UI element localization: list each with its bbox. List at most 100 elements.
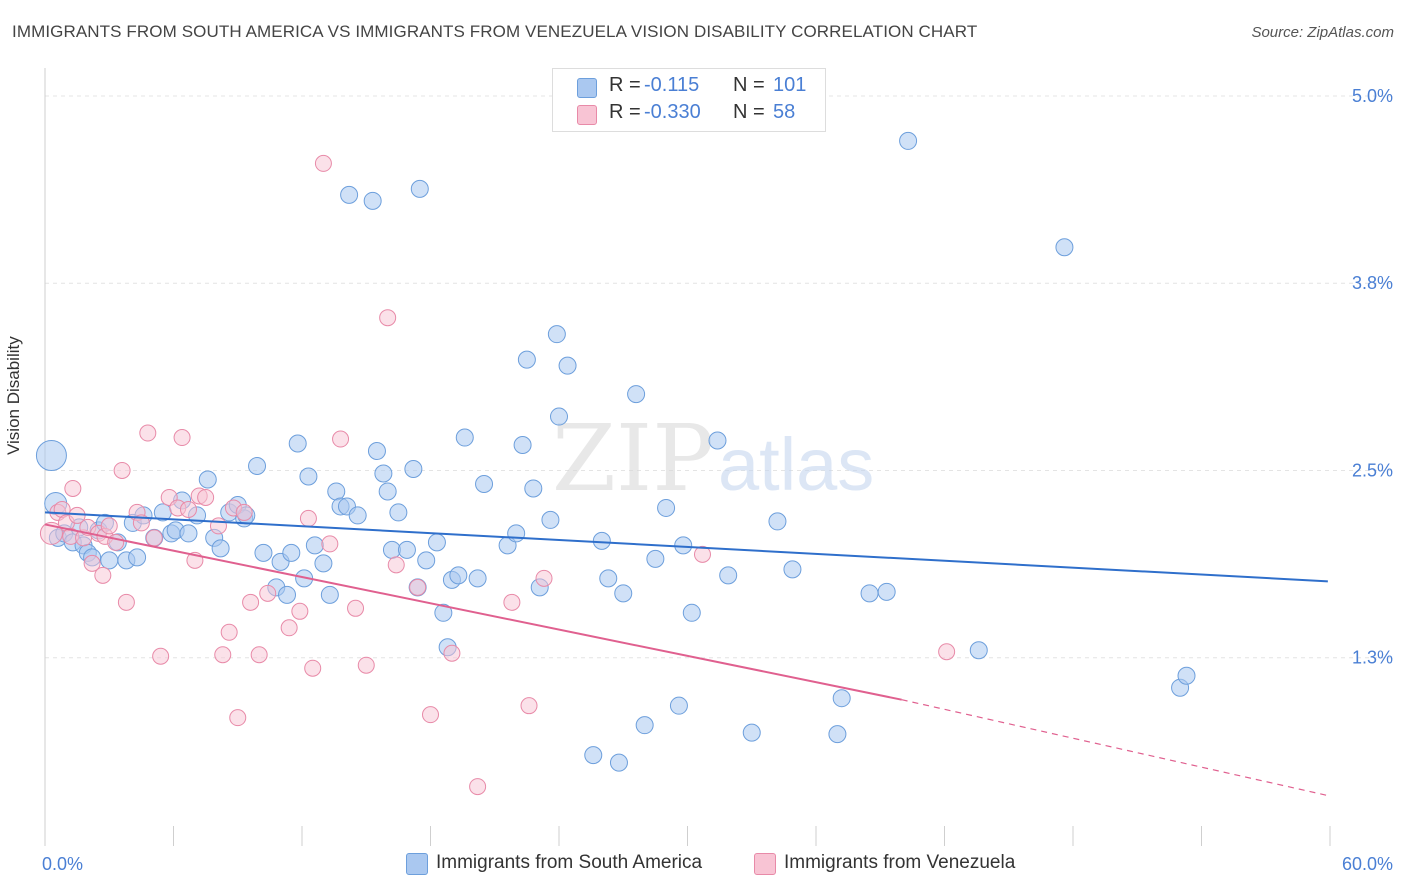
point-south-america bbox=[248, 456, 267, 475]
point-venezuela bbox=[113, 461, 131, 479]
point-venezuela bbox=[173, 429, 191, 447]
point-south-america bbox=[708, 431, 727, 450]
point-south-america bbox=[410, 179, 429, 198]
point-south-america bbox=[627, 385, 646, 404]
point-south-america bbox=[378, 482, 397, 501]
point-south-america bbox=[828, 725, 847, 744]
point-venezuela bbox=[379, 309, 397, 327]
point-south-america bbox=[434, 603, 453, 622]
point-venezuela bbox=[145, 529, 163, 547]
point-venezuela bbox=[83, 554, 101, 572]
point-venezuela bbox=[259, 584, 277, 602]
point-south-america bbox=[877, 582, 896, 601]
point-south-america bbox=[282, 543, 301, 562]
point-venezuela bbox=[280, 619, 298, 637]
x-tick-label-min: 0.0% bbox=[42, 854, 83, 874]
point-venezuela bbox=[503, 593, 521, 611]
point-venezuela bbox=[152, 647, 170, 665]
point-south-america bbox=[305, 536, 324, 555]
point-south-america bbox=[278, 585, 297, 604]
y-tick-label: 2.5% bbox=[1352, 460, 1393, 480]
point-south-america bbox=[674, 536, 693, 555]
watermark: ZIP atlas bbox=[552, 405, 874, 512]
point-venezuela bbox=[304, 659, 322, 677]
point-venezuela bbox=[250, 646, 268, 664]
point-south-america bbox=[417, 551, 436, 570]
point-venezuela bbox=[409, 578, 427, 596]
trend-line-venezuela-extrapolated bbox=[901, 699, 1328, 797]
point-venezuela bbox=[209, 517, 227, 535]
point-venezuela bbox=[94, 566, 112, 584]
legend-r-value: -0.115 bbox=[644, 74, 700, 96]
point-south-america bbox=[860, 584, 879, 603]
bottom-legend-label: Immigrants from Venezuela bbox=[784, 852, 1016, 873]
point-venezuela bbox=[39, 521, 63, 545]
point-venezuela bbox=[387, 556, 405, 574]
point-south-america bbox=[558, 356, 577, 375]
point-south-america bbox=[609, 753, 628, 772]
legend-n-label: N = bbox=[733, 101, 765, 123]
point-south-america bbox=[513, 436, 532, 455]
watermark-zip: ZIP bbox=[552, 405, 714, 512]
point-south-america bbox=[969, 641, 988, 660]
point-venezuela bbox=[357, 656, 375, 674]
point-venezuela bbox=[235, 503, 253, 521]
point-venezuela bbox=[132, 514, 150, 532]
point-south-america bbox=[314, 554, 333, 573]
point-venezuela bbox=[469, 778, 487, 796]
point-venezuela bbox=[535, 569, 553, 587]
watermark-atlas: atlas bbox=[718, 423, 874, 506]
legend-n-value: 101 bbox=[773, 74, 807, 96]
y-tick-label: 3.8% bbox=[1352, 273, 1393, 293]
point-south-america bbox=[635, 716, 654, 735]
point-south-america bbox=[299, 467, 318, 486]
point-south-america bbox=[348, 506, 367, 525]
correlation-legend: R = -0.115 N = 101 R = -0.330 N = 58 bbox=[552, 68, 826, 132]
point-venezuela bbox=[520, 697, 538, 715]
point-venezuela bbox=[242, 593, 260, 611]
point-south-america bbox=[768, 512, 787, 531]
chart-title: IMMIGRANTS FROM SOUTH AMERICA VS IMMIGRA… bbox=[12, 22, 978, 41]
point-venezuela bbox=[443, 644, 461, 662]
point-venezuela bbox=[321, 535, 339, 553]
trend-lines bbox=[44, 511, 1328, 797]
point-south-america bbox=[198, 470, 217, 489]
point-south-america bbox=[524, 479, 543, 498]
point-south-america bbox=[320, 585, 339, 604]
point-venezuela bbox=[299, 509, 317, 527]
bottom-legend-swatch-pink bbox=[754, 853, 776, 875]
point-venezuela bbox=[117, 593, 135, 611]
trend-line-south-america bbox=[44, 511, 1328, 583]
point-venezuela bbox=[64, 479, 82, 497]
legend-swatch-pink bbox=[577, 105, 597, 125]
point-south-america bbox=[389, 503, 408, 522]
point-south-america bbox=[374, 464, 393, 483]
point-south-america bbox=[179, 524, 198, 543]
legend-swatch-blue bbox=[577, 78, 597, 98]
point-south-america bbox=[100, 551, 119, 570]
source-label: Source: ZipAtlas.com bbox=[1251, 24, 1394, 41]
legend-n-label: N = bbox=[733, 74, 765, 96]
point-south-america bbox=[899, 131, 918, 150]
point-venezuela bbox=[197, 488, 215, 506]
point-venezuela bbox=[314, 154, 332, 172]
point-south-america bbox=[128, 548, 147, 567]
point-venezuela bbox=[229, 709, 247, 727]
bottom-legend-label: Immigrants from South America bbox=[436, 852, 703, 873]
point-south-america bbox=[517, 350, 536, 369]
point-south-america bbox=[455, 428, 474, 447]
point-south-america bbox=[363, 191, 382, 210]
point-venezuela bbox=[332, 430, 350, 448]
point-south-america bbox=[669, 696, 688, 715]
point-south-america bbox=[547, 325, 566, 344]
point-south-america bbox=[742, 723, 761, 742]
point-south-america bbox=[599, 569, 618, 588]
point-south-america bbox=[584, 746, 603, 765]
point-venezuela bbox=[139, 424, 157, 442]
point-south-america bbox=[367, 442, 386, 461]
grid bbox=[45, 95, 1392, 659]
point-south-america bbox=[382, 540, 401, 559]
trend-line-venezuela bbox=[44, 523, 902, 701]
point-south-america bbox=[288, 434, 307, 453]
point-south-america bbox=[719, 566, 738, 585]
